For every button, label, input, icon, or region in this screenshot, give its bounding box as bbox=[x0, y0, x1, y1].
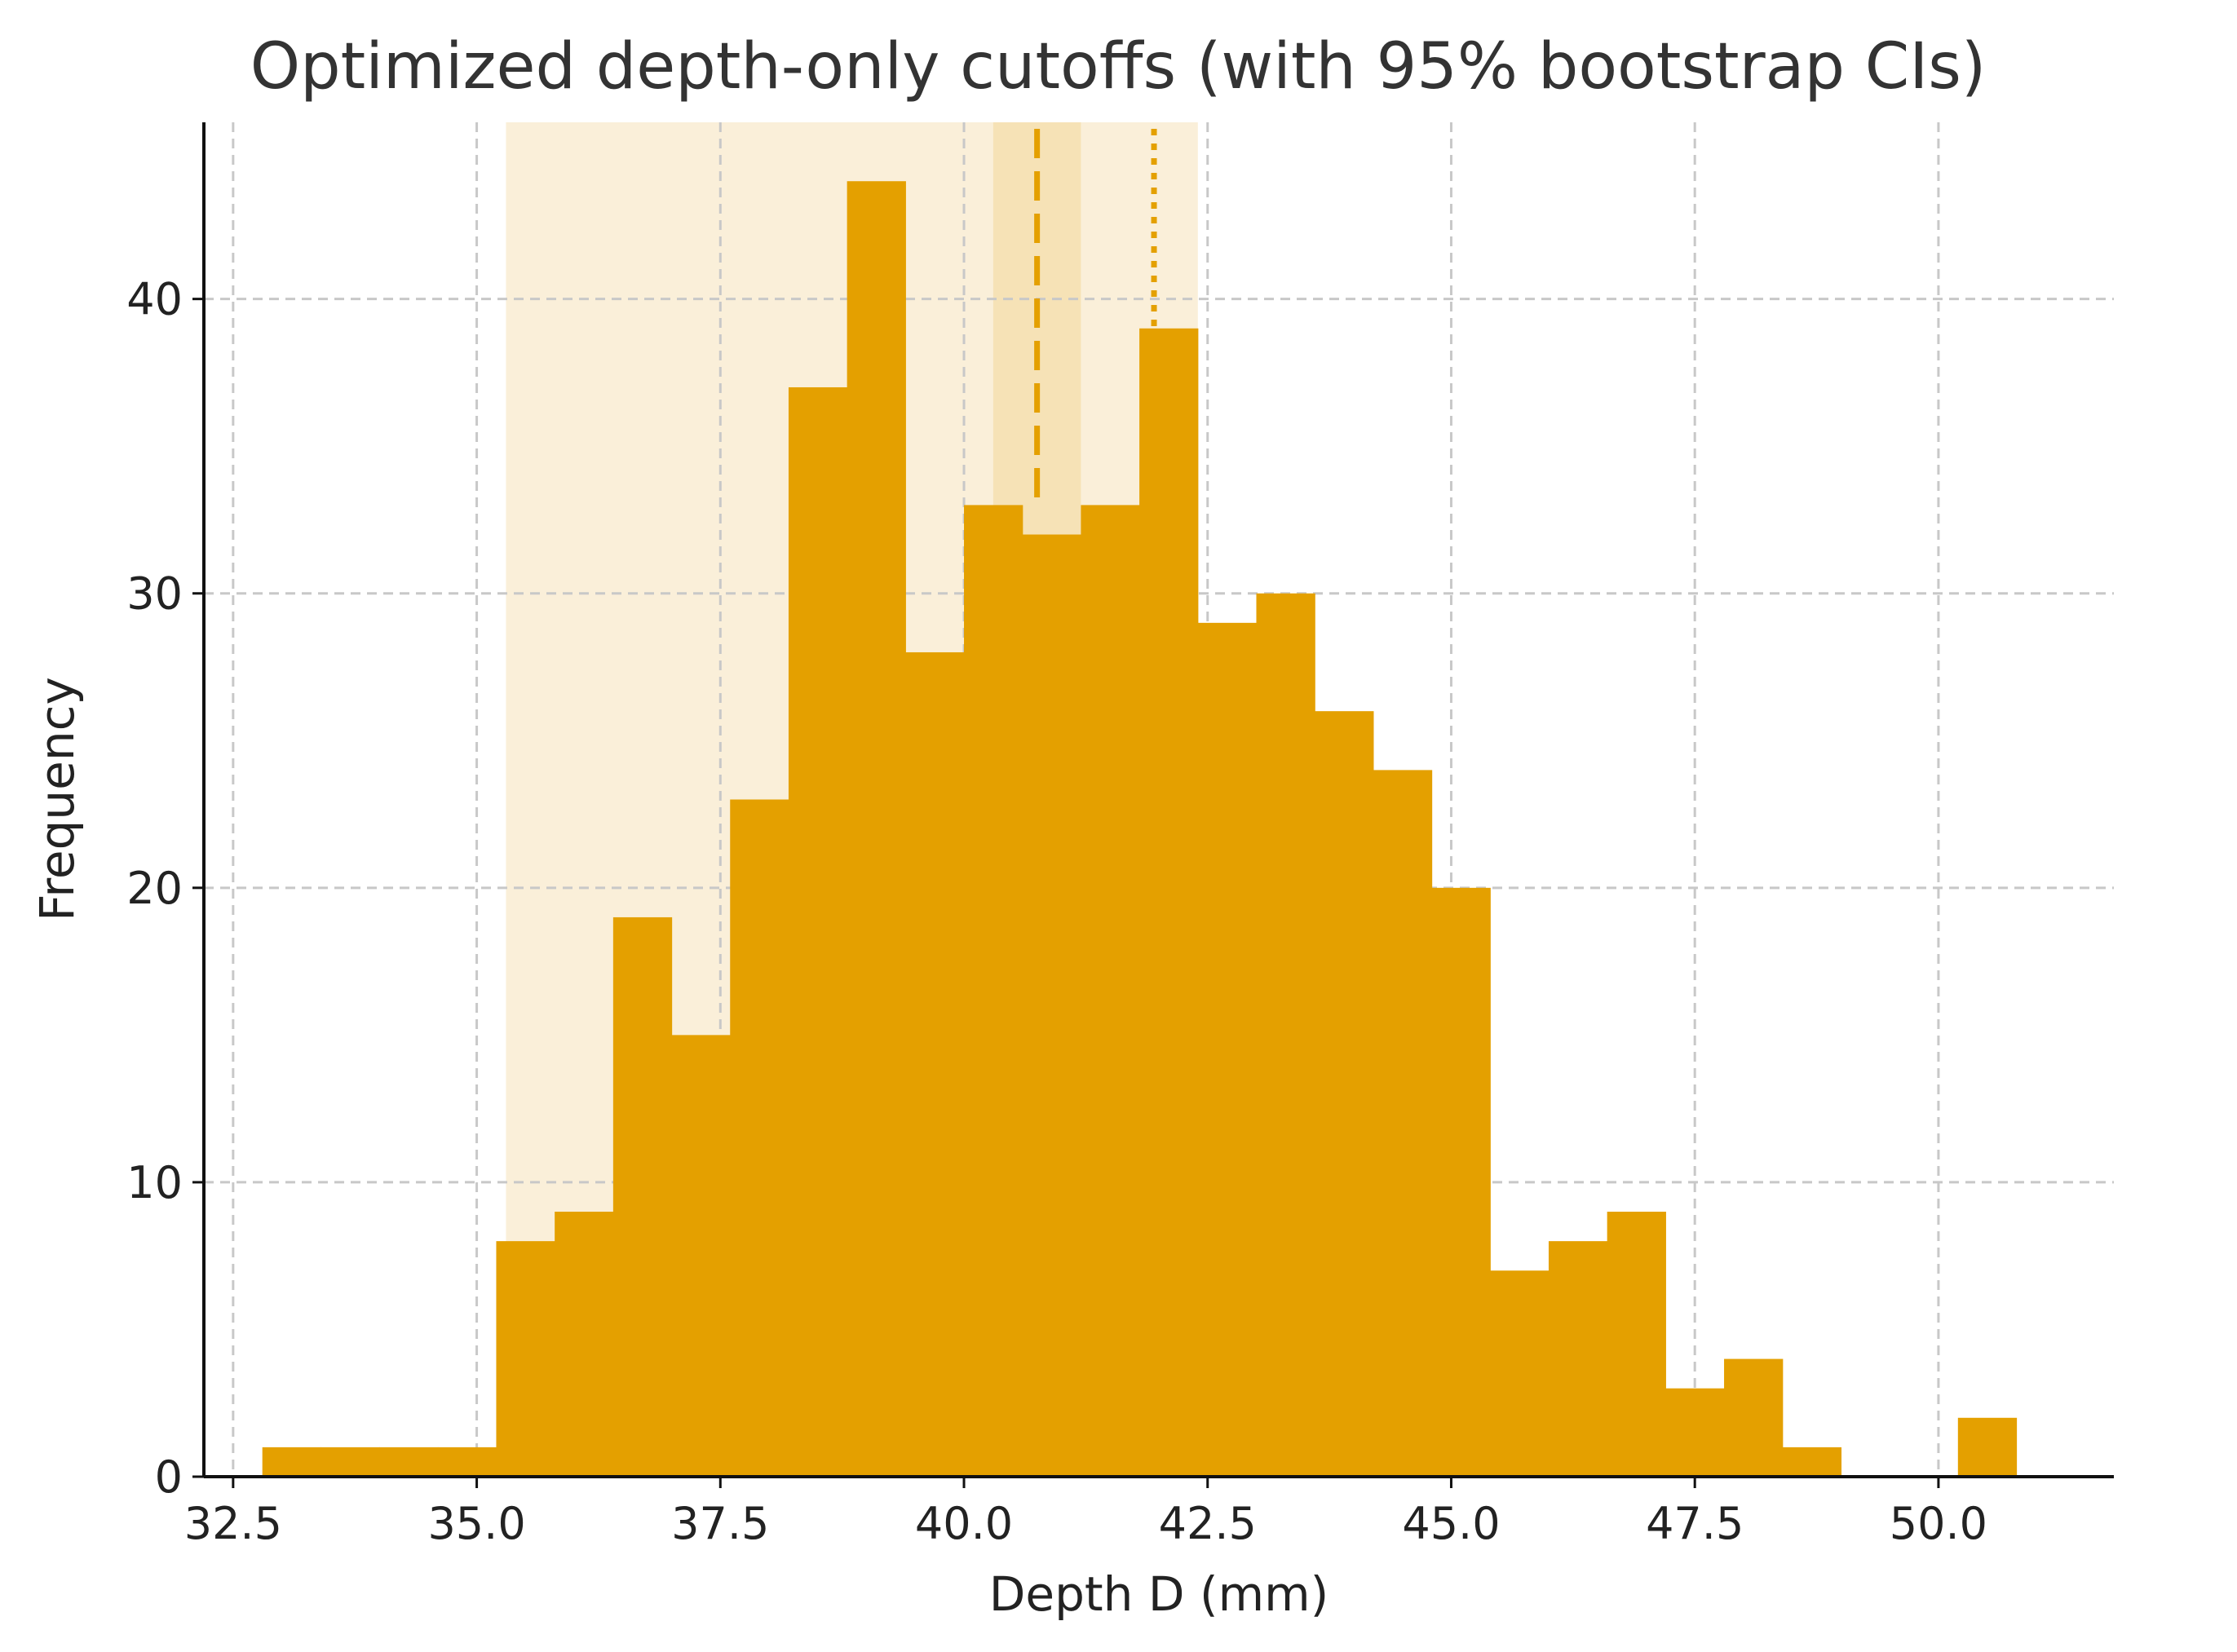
histogram-bar bbox=[847, 181, 906, 1477]
histogram-bar bbox=[1548, 1241, 1608, 1477]
x-tick-label: 47.5 bbox=[1646, 1498, 1744, 1549]
histogram-bar bbox=[321, 1447, 380, 1477]
histogram-bar bbox=[788, 386, 848, 1477]
y-axis-label: Frequency bbox=[29, 677, 85, 921]
histogram-bar bbox=[1139, 328, 1199, 1477]
histogram-bar bbox=[262, 1447, 321, 1477]
histogram-bars bbox=[262, 181, 2018, 1477]
histogram-bar bbox=[964, 505, 1023, 1477]
histogram-bar bbox=[1782, 1447, 1842, 1477]
cutoff-lines bbox=[1034, 129, 1157, 623]
histogram-bar bbox=[1022, 534, 1082, 1477]
histogram-bar bbox=[612, 917, 673, 1477]
histogram-bar bbox=[1081, 505, 1140, 1477]
histogram-bar bbox=[1607, 1212, 1666, 1477]
histogram-bar bbox=[496, 1241, 555, 1477]
y-tick-label: 0 bbox=[155, 1451, 183, 1503]
histogram-bar bbox=[1957, 1417, 2018, 1477]
y-tick-label: 10 bbox=[126, 1157, 183, 1208]
histogram-bar bbox=[379, 1447, 439, 1477]
chart-title: Optimized depth-only cutoffs (with 95% b… bbox=[250, 30, 1987, 104]
histogram-bar bbox=[555, 1212, 614, 1477]
x-tick-label: 50.0 bbox=[1890, 1498, 1987, 1549]
x-tick-label: 32.5 bbox=[184, 1498, 282, 1549]
histogram-bar bbox=[1197, 622, 1258, 1477]
x-tick-label: 42.5 bbox=[1159, 1498, 1257, 1549]
x-tick-label: 35.0 bbox=[427, 1498, 525, 1549]
histogram-bar bbox=[1256, 593, 1315, 1477]
histogram-bar bbox=[730, 799, 789, 1477]
histogram-bar bbox=[1431, 887, 1491, 1477]
histogram-bar bbox=[671, 1035, 731, 1477]
y-tick-label: 30 bbox=[126, 568, 183, 620]
axes bbox=[202, 122, 2114, 1478]
histogram-bar bbox=[1490, 1270, 1550, 1477]
y-tick-label: 40 bbox=[126, 274, 183, 325]
histogram-bar bbox=[905, 652, 965, 1477]
y-ticks: 0 10 20 30 40 bbox=[126, 274, 204, 1503]
x-tick-label: 40.0 bbox=[915, 1498, 1013, 1549]
x-ticks: 32.5 35.0 37.5 40.0 42.5 45.0 47.5 50.0 bbox=[184, 1477, 1987, 1549]
histogram-bar bbox=[1724, 1358, 1784, 1477]
histogram-bar bbox=[1665, 1388, 1725, 1477]
histogram-bar bbox=[1315, 711, 1374, 1477]
histogram-bar bbox=[437, 1447, 497, 1477]
x-tick-label: 37.5 bbox=[671, 1498, 769, 1549]
y-tick-label: 20 bbox=[126, 863, 183, 914]
x-axis-label: Depth D (mm) bbox=[989, 1566, 1328, 1622]
histogram-bar bbox=[1373, 770, 1433, 1477]
x-tick-label: 45.0 bbox=[1402, 1498, 1500, 1549]
